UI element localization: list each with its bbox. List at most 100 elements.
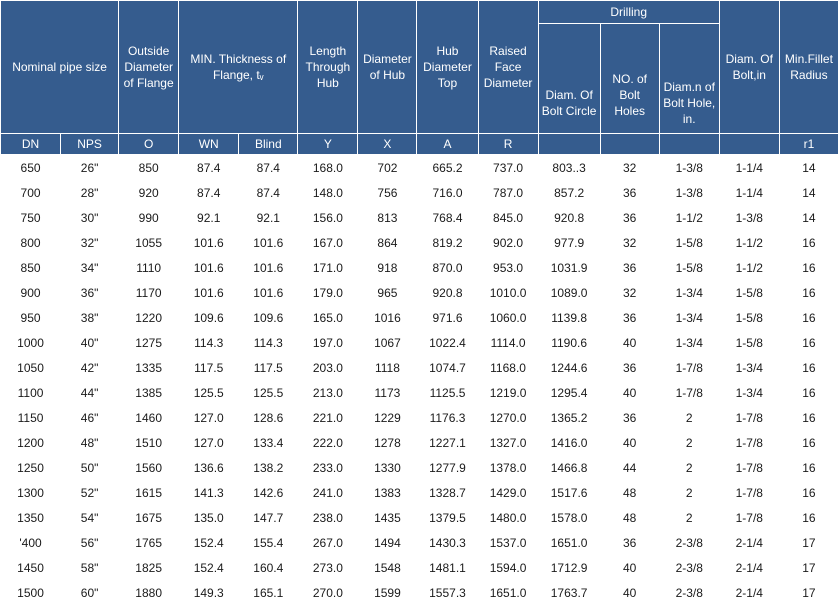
table-cell: 32 — [622, 285, 637, 300]
table-cell: 16 — [802, 410, 816, 425]
table-cell: 1537.0 — [489, 535, 527, 550]
table-cell: 36 — [622, 310, 637, 325]
table-cell: 138.2 — [253, 460, 284, 475]
table-cell: 716.0 — [432, 185, 463, 200]
table-cell: 16 — [802, 335, 816, 350]
table-cell: 819.2 — [432, 235, 463, 250]
table-cell: 1050 — [17, 360, 44, 375]
table-cell: 109.6 — [193, 310, 224, 325]
table-cell: 1450 — [17, 560, 44, 575]
table-cell: 1327.0 — [489, 435, 527, 450]
table-cell: 87.4 — [256, 160, 280, 175]
table-cell: 950 — [20, 310, 41, 325]
table-cell: 1765 — [135, 535, 162, 550]
table-cell: 1385 — [135, 385, 162, 400]
table-row: 650 26" 850 87.4 87.4 168.0 702 665.2 737.0 803..… — [1, 155, 839, 181]
subheader-cell: r1 — [778, 133, 839, 155]
table-cell: 149.3 — [193, 585, 224, 600]
table-cell: 850 — [138, 160, 159, 175]
table-cell: 900 — [20, 285, 41, 300]
table-row: 700 28" 920 87.4 87.4 148.0 756 716.0 787.0 857.2… — [1, 180, 839, 205]
table-cell: 36 — [622, 210, 637, 225]
table-cell: 1-7/8 — [735, 485, 763, 500]
header-drilling: Drilling — [537, 0, 720, 24]
table-cell: 1481.1 — [429, 560, 466, 575]
table-cell: 1278 — [374, 435, 401, 450]
table-cell: 1016 — [374, 310, 401, 325]
table-cell: 40 — [622, 435, 637, 450]
table-cell: 160.4 — [253, 560, 284, 575]
header-hub-diameter-top: Hub Diameter Top — [416, 0, 479, 134]
table-cell: 1460 — [135, 410, 162, 425]
table-cell: 971.6 — [432, 310, 463, 325]
table-cell: 700 — [20, 185, 41, 200]
header-no-bolt-holes: NO. of Bolt Holes — [599, 23, 660, 134]
table-cell: 165.0 — [312, 310, 343, 325]
header-diam-of-bolt: Diam. Of Bolt,in — [718, 0, 780, 134]
table-cell: 1599 — [374, 585, 401, 600]
table-cell: 50" — [80, 460, 99, 475]
table-cell: 101.6 — [253, 235, 284, 250]
table-cell: 1229 — [374, 410, 401, 425]
table-cell: 1-3/8 — [675, 185, 703, 200]
table-cell: 1651.0 — [489, 585, 527, 600]
table-cell: 2 — [685, 460, 693, 475]
table-cell: 1379.5 — [429, 510, 466, 525]
table-cell: 1-3/4 — [675, 310, 703, 325]
table-header: Nominal pipe size Outside Diameter of Fl… — [0, 0, 839, 155]
table-cell: 101.6 — [253, 260, 284, 275]
table-cell: 1250 — [17, 460, 44, 475]
table-cell: 42" — [80, 360, 99, 375]
table-cell: 1480.0 — [489, 510, 527, 525]
table-cell: 165.1 — [253, 585, 284, 600]
table-cell: 148.0 — [312, 185, 343, 200]
table-cell: 756 — [377, 185, 398, 200]
table-cell: 1510 — [135, 435, 162, 450]
table-row: 1450 58" 1825 152.4 160.4 273.0 1548 1481.1 1594… — [1, 555, 839, 580]
table-cell: 1-3/4 — [675, 335, 703, 350]
table-cell: 40 — [622, 560, 637, 575]
table-row: 950 38" 1220 109.6 109.6 165.0 1016 971.6 1060.0… — [1, 305, 839, 330]
table-cell: 1-3/4 — [735, 360, 763, 375]
table-row: 750 30" 990 92.1 92.1 156.0 813 768.4 845.0 920.8… — [1, 205, 839, 230]
table-cell: 48" — [80, 435, 99, 450]
table-cell: 48 — [622, 485, 637, 500]
table-cell: 203.0 — [312, 360, 343, 375]
subheader-cell: Y — [297, 133, 359, 155]
table-cell: 1429.0 — [489, 485, 527, 500]
table-cell: 40" — [80, 335, 99, 350]
table-cell: 2-3/8 — [675, 560, 703, 575]
table-cell: 1173 — [374, 385, 401, 400]
table-cell: 864 — [377, 235, 398, 250]
table-cell: 270.0 — [312, 585, 343, 600]
table-cell: 168.0 — [312, 160, 343, 175]
table-cell: 1494 — [374, 535, 401, 550]
table-cell: 16 — [802, 260, 816, 275]
table-cell: 1517.6 — [550, 485, 588, 500]
table-cell: 135.0 — [193, 510, 224, 525]
table-cell: 87.4 — [197, 185, 221, 200]
table-cell: 1500 — [17, 585, 44, 600]
table-cell: 117.5 — [194, 360, 224, 375]
table-cell: 1578.0 — [550, 510, 588, 525]
table-cell: 920.8 — [554, 210, 585, 225]
table-cell: 1031.9 — [550, 260, 588, 275]
table-cell: 16 — [802, 435, 816, 450]
table-cell: 127.0 — [193, 410, 224, 425]
table-cell: 16 — [802, 510, 816, 525]
table-cell: 36 — [622, 185, 637, 200]
table-cell: 737.0 — [493, 160, 524, 175]
table-cell: 36" — [80, 285, 99, 300]
table-cell: 128.6 — [253, 410, 284, 425]
table-cell: 1378.0 — [489, 460, 527, 475]
table-cell: 977.9 — [554, 235, 585, 250]
table-cell: 114.3 — [194, 335, 224, 350]
table-cell: 40 — [622, 335, 637, 350]
table-cell: 1300 — [17, 485, 44, 500]
header-diam-bolt-circle: Diam. Of Bolt Circle — [537, 23, 601, 134]
table-cell: 14 — [802, 160, 816, 175]
table-cell: 1-5/8 — [735, 310, 763, 325]
table-cell: 142.6 — [253, 485, 284, 500]
table-cell: 87.4 — [256, 185, 280, 200]
